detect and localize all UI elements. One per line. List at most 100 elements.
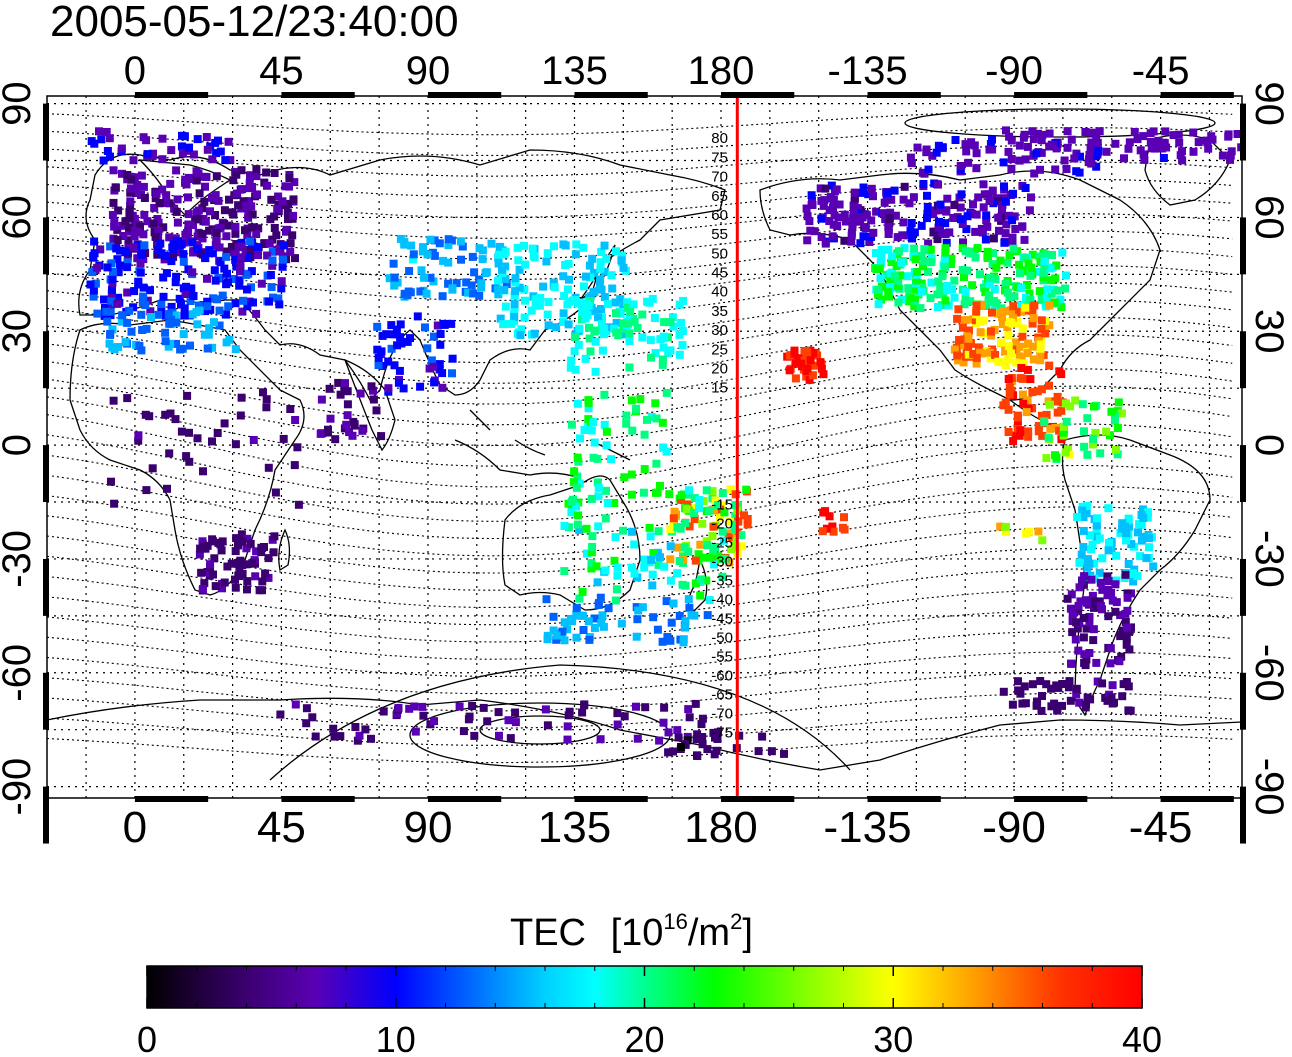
tec-data-point <box>797 359 805 368</box>
tec-data-point <box>1025 289 1034 298</box>
tec-data-point <box>237 393 246 402</box>
tec-data-point <box>1004 342 1013 351</box>
tec-data-point <box>278 262 287 271</box>
tec-data-point <box>243 534 252 543</box>
tec-data-point <box>531 301 540 310</box>
tec-data-point <box>612 318 621 327</box>
tec-data-point <box>900 182 909 191</box>
tec-data-point <box>1037 316 1046 325</box>
tec-data-point <box>1096 449 1105 458</box>
tec-data-point <box>1098 679 1107 688</box>
tec-data-point <box>444 258 453 267</box>
tec-data-point <box>403 337 412 346</box>
top-edge-bar <box>281 92 355 98</box>
tec-data-point <box>291 700 300 709</box>
tec-data-point <box>181 175 190 184</box>
tec-data-point <box>1092 162 1101 171</box>
contour-label: 60 <box>711 207 728 224</box>
tec-data-point <box>693 730 702 739</box>
tec-data-point <box>186 297 195 305</box>
tec-data-point <box>1080 442 1089 451</box>
tec-data-point <box>630 569 639 578</box>
tec-data-point <box>261 569 270 578</box>
tec-data-point <box>947 260 955 268</box>
tec-data-point <box>1003 258 1012 267</box>
tec-data-point <box>264 554 273 563</box>
tec-data-point <box>1083 450 1092 459</box>
tec-data-point <box>573 399 582 408</box>
tec-data-point <box>917 221 926 230</box>
tec-data-point <box>206 560 215 569</box>
tec-data-point <box>448 284 457 293</box>
tec-data-point <box>705 596 714 605</box>
tec-data-point <box>436 330 445 338</box>
tec-data-point <box>119 232 128 240</box>
tec-data-point <box>211 138 220 147</box>
left-edge-bar <box>43 331 49 389</box>
tec-data-point <box>943 194 952 203</box>
tec-data-point <box>690 515 699 524</box>
tec-data-point <box>1079 580 1088 589</box>
tec-data-point <box>569 478 578 487</box>
tec-data-point <box>875 264 884 273</box>
tec-data-point <box>146 286 154 295</box>
tec-data-point <box>1159 138 1168 147</box>
tec-data-point <box>950 276 959 285</box>
tec-data-point <box>197 229 206 238</box>
tec-data-point <box>674 733 683 742</box>
tec-data-point <box>568 617 577 626</box>
tec-data-point <box>985 145 994 154</box>
tec-data-point <box>379 707 388 716</box>
tec-data-point <box>678 580 687 589</box>
tec-data-point <box>139 292 148 301</box>
tec-data-point <box>396 234 405 243</box>
tec-data-point <box>143 296 152 305</box>
tec-data-point <box>1122 634 1131 643</box>
tec-data-point <box>924 165 933 174</box>
tec-data-point <box>655 736 664 745</box>
tec-data-point <box>584 404 593 413</box>
tec-data-point <box>584 617 593 626</box>
tec-data-point <box>627 470 636 479</box>
tec-data-point <box>1008 238 1017 247</box>
tec-data-point <box>195 306 204 315</box>
tec-data-point <box>267 195 276 204</box>
tec-data-point <box>645 298 654 307</box>
tec-data-point <box>405 704 414 713</box>
tec-data-point <box>114 206 123 215</box>
tec-data-point <box>961 287 970 296</box>
tec-data-point <box>679 635 688 644</box>
tec-data-point <box>182 282 190 291</box>
tec-data-point <box>809 361 818 370</box>
tec-data-point <box>231 255 240 264</box>
tec-data-point <box>279 434 288 443</box>
tec-data-point <box>136 222 144 231</box>
top-edge-bar <box>1014 92 1088 98</box>
contour-label: 50 <box>711 245 728 262</box>
tec-data-point <box>922 145 931 154</box>
tec-data-point <box>237 242 246 251</box>
tec-data-point <box>118 221 127 230</box>
tec-data-point <box>1140 155 1149 164</box>
tec-data-point <box>830 211 839 220</box>
tec-data-point <box>608 284 617 293</box>
tec-data-point <box>659 332 668 341</box>
tec-data-point <box>677 742 686 751</box>
tec-data-point <box>1102 147 1111 156</box>
tec-data-point <box>448 354 457 363</box>
tec-data-point <box>109 166 118 175</box>
tec-data-point <box>669 747 677 756</box>
tec-data-point <box>229 275 238 283</box>
tec-data-point <box>109 234 118 243</box>
tec-data-point <box>243 585 251 594</box>
tec-data-point <box>677 318 686 327</box>
tec-data-point <box>114 343 123 351</box>
tec-data-point <box>951 136 960 144</box>
tec-data-point <box>276 710 285 719</box>
tec-data-point <box>143 217 152 226</box>
tec-data-point <box>483 717 492 726</box>
tec-data-point <box>331 435 340 444</box>
tec-data-point <box>1058 701 1066 710</box>
tec-data-point <box>907 219 916 227</box>
tec-data-point <box>600 390 609 399</box>
